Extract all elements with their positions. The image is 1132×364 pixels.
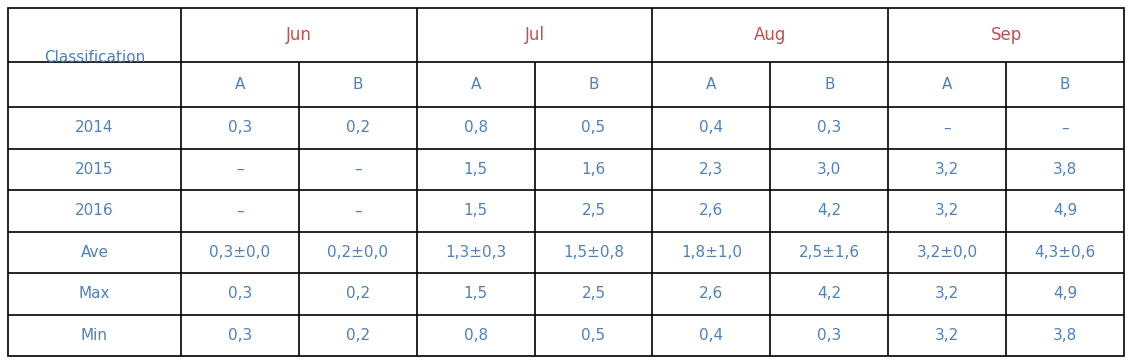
Text: 0,3: 0,3 (817, 328, 841, 343)
Text: 2,5: 2,5 (582, 286, 606, 301)
Text: –: – (1061, 120, 1069, 135)
Text: 1,5±0,8: 1,5±0,8 (563, 245, 624, 260)
Text: 0,2: 0,2 (345, 120, 370, 135)
Text: B: B (352, 77, 363, 92)
Text: 2,6: 2,6 (700, 286, 723, 301)
Text: –: – (237, 162, 243, 177)
Text: 2,5: 2,5 (582, 203, 606, 218)
Text: 4,2: 4,2 (817, 203, 841, 218)
Text: 0,3: 0,3 (228, 286, 252, 301)
Text: Jul: Jul (524, 26, 544, 44)
Text: 3,8: 3,8 (1053, 328, 1078, 343)
Text: –: – (237, 203, 243, 218)
Text: 2015: 2015 (75, 162, 113, 177)
Text: 2014: 2014 (75, 120, 113, 135)
Text: –: – (354, 162, 361, 177)
Text: A: A (942, 77, 952, 92)
Text: 4,3±0,6: 4,3±0,6 (1035, 245, 1096, 260)
Text: 3,2: 3,2 (935, 328, 959, 343)
Text: 0,4: 0,4 (700, 120, 723, 135)
Text: Aug: Aug (754, 26, 787, 44)
Text: Max: Max (79, 286, 110, 301)
Text: 1,6: 1,6 (582, 162, 606, 177)
Text: 3,2: 3,2 (935, 162, 959, 177)
Text: 3,2: 3,2 (935, 203, 959, 218)
Text: 3,0: 3,0 (817, 162, 841, 177)
Text: 2016: 2016 (75, 203, 114, 218)
Text: 1,5: 1,5 (464, 162, 488, 177)
Text: 0,2±0,0: 0,2±0,0 (327, 245, 388, 260)
Text: 4,9: 4,9 (1053, 203, 1078, 218)
Text: 0,2: 0,2 (345, 286, 370, 301)
Text: 1,5: 1,5 (464, 286, 488, 301)
Text: 3,8: 3,8 (1053, 162, 1078, 177)
Text: 0,3: 0,3 (228, 120, 252, 135)
Text: 1,3±0,3: 1,3±0,3 (445, 245, 506, 260)
Text: 0,4: 0,4 (700, 328, 723, 343)
Text: 1,8±1,0: 1,8±1,0 (681, 245, 741, 260)
Text: 0,5: 0,5 (582, 120, 606, 135)
Text: A: A (471, 77, 481, 92)
Text: 1,5: 1,5 (464, 203, 488, 218)
Text: Jun: Jun (286, 26, 311, 44)
Text: –: – (943, 120, 951, 135)
Text: 0,3±0,0: 0,3±0,0 (209, 245, 271, 260)
Text: 0,2: 0,2 (345, 328, 370, 343)
Text: Min: Min (82, 328, 108, 343)
Text: B: B (1060, 77, 1071, 92)
Text: 3,2±0,0: 3,2±0,0 (917, 245, 978, 260)
Text: 3,2: 3,2 (935, 286, 959, 301)
Text: Sep: Sep (990, 26, 1022, 44)
Text: 4,9: 4,9 (1053, 286, 1078, 301)
Text: –: – (354, 203, 361, 218)
Text: 2,5±1,6: 2,5±1,6 (799, 245, 860, 260)
Text: B: B (589, 77, 599, 92)
Text: Classification: Classification (44, 50, 145, 65)
Text: 2,6: 2,6 (700, 203, 723, 218)
Text: 0,3: 0,3 (817, 120, 841, 135)
Text: 2,3: 2,3 (700, 162, 723, 177)
Text: 0,8: 0,8 (464, 120, 488, 135)
Text: 0,8: 0,8 (464, 328, 488, 343)
Text: A: A (234, 77, 246, 92)
Text: A: A (706, 77, 717, 92)
Text: 0,3: 0,3 (228, 328, 252, 343)
Text: Ave: Ave (80, 245, 109, 260)
Text: 0,5: 0,5 (582, 328, 606, 343)
Text: B: B (824, 77, 834, 92)
Text: 4,2: 4,2 (817, 286, 841, 301)
